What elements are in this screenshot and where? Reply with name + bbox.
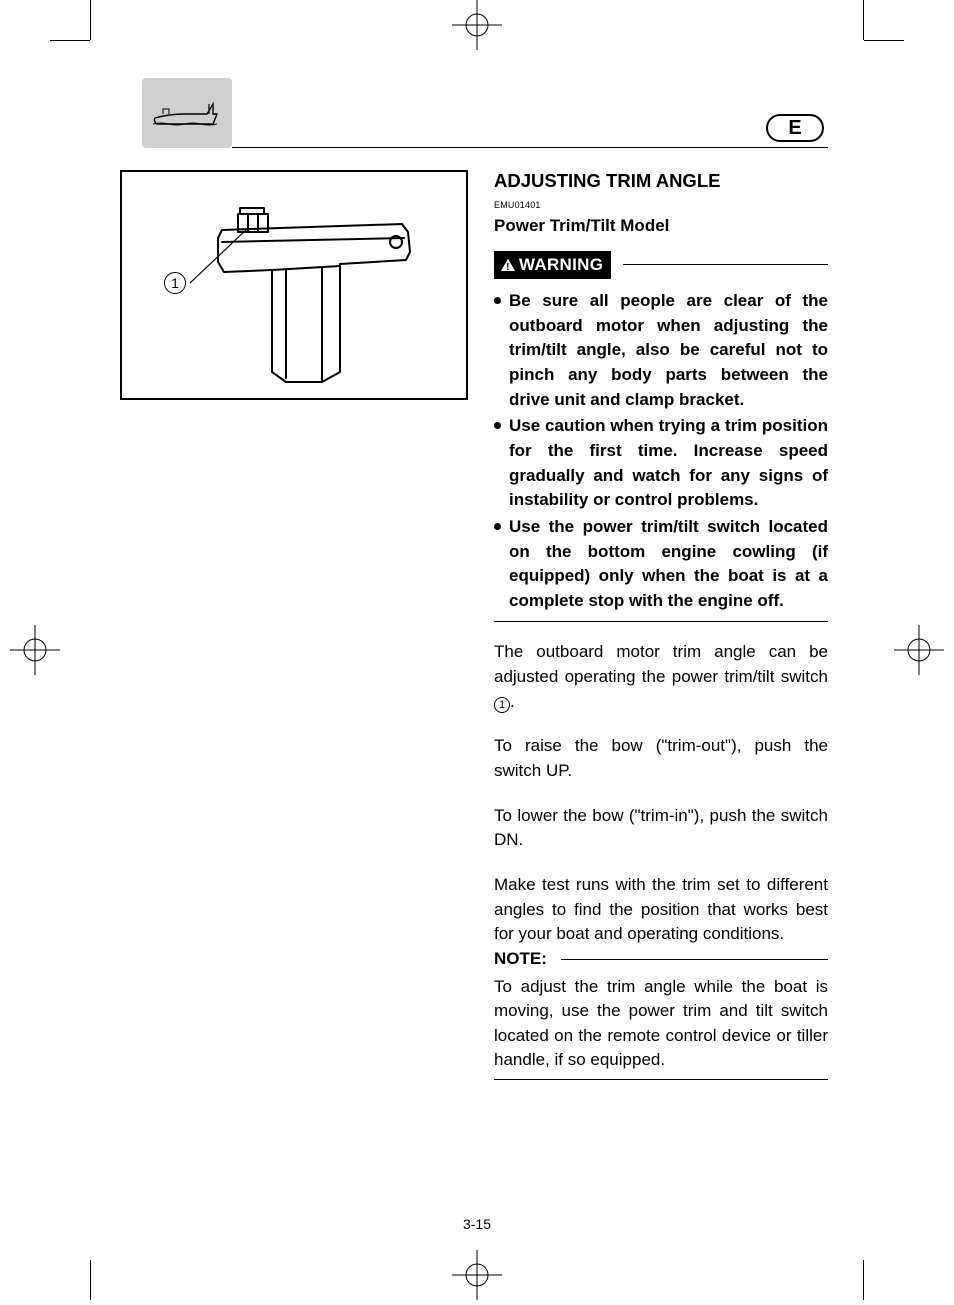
text-column: ADJUSTING TRIM ANGLE EMU01401 Power Trim… (494, 168, 828, 1080)
subsection-title: Power Trim/Tilt Model (494, 214, 828, 239)
warning-header: ! WARNING (494, 251, 828, 280)
note-rule (561, 959, 828, 960)
crop-mark (864, 40, 904, 41)
registration-mark-icon (452, 1250, 502, 1300)
note-text: To adjust the trim angle while the boat … (494, 975, 828, 1074)
warning-label-text: WARNING (519, 253, 603, 278)
svg-text:!: ! (506, 262, 510, 272)
note-label: NOTE: (494, 947, 547, 972)
document-code: EMU01401 (494, 199, 828, 212)
header-rule (232, 147, 828, 148)
reference-number-icon: 1 (494, 697, 510, 713)
crop-mark (90, 1260, 91, 1300)
warning-end-rule (494, 621, 828, 622)
registration-mark-icon (452, 0, 502, 50)
language-badge: E (766, 114, 824, 142)
body-text: The outboard motor trim angle can be adj… (494, 642, 828, 686)
warning-list: Be sure all people are clear of the outb… (494, 289, 828, 613)
figure-box: 1 (120, 170, 468, 400)
warning-item: Be sure all people are clear of the outb… (494, 289, 828, 412)
figure-callout: 1 (164, 272, 186, 294)
warning-item: Use the power trim/tilt switch located o… (494, 515, 828, 614)
page-content: E (100, 60, 854, 1240)
section-title: ADJUSTING TRIM ANGLE (494, 168, 828, 195)
warning-rule (623, 264, 828, 265)
body-paragraph: Make test runs with the trim set to diff… (494, 873, 828, 947)
body-text: . (510, 692, 515, 711)
warning-label: ! WARNING (494, 251, 611, 280)
warning-triangle-icon: ! (500, 258, 516, 272)
body-paragraph: The outboard motor trim angle can be adj… (494, 640, 828, 714)
note-end-rule (494, 1079, 828, 1080)
crop-mark (863, 1260, 864, 1300)
registration-mark-icon (10, 625, 60, 675)
crop-mark (90, 0, 91, 40)
body-paragraph: To lower the bow ("trim-in"), push the s… (494, 804, 828, 853)
chapter-icon (142, 78, 232, 148)
warning-item: Use caution when trying a trim position … (494, 414, 828, 513)
crop-mark (863, 0, 864, 40)
registration-mark-icon (894, 625, 944, 675)
figure-column: 1 (120, 168, 470, 1080)
note-header: NOTE: (494, 947, 828, 972)
crop-mark (50, 40, 90, 41)
page-number: 3-15 (463, 1216, 491, 1232)
body-paragraph: To raise the bow ("trim-out"), push the … (494, 734, 828, 783)
